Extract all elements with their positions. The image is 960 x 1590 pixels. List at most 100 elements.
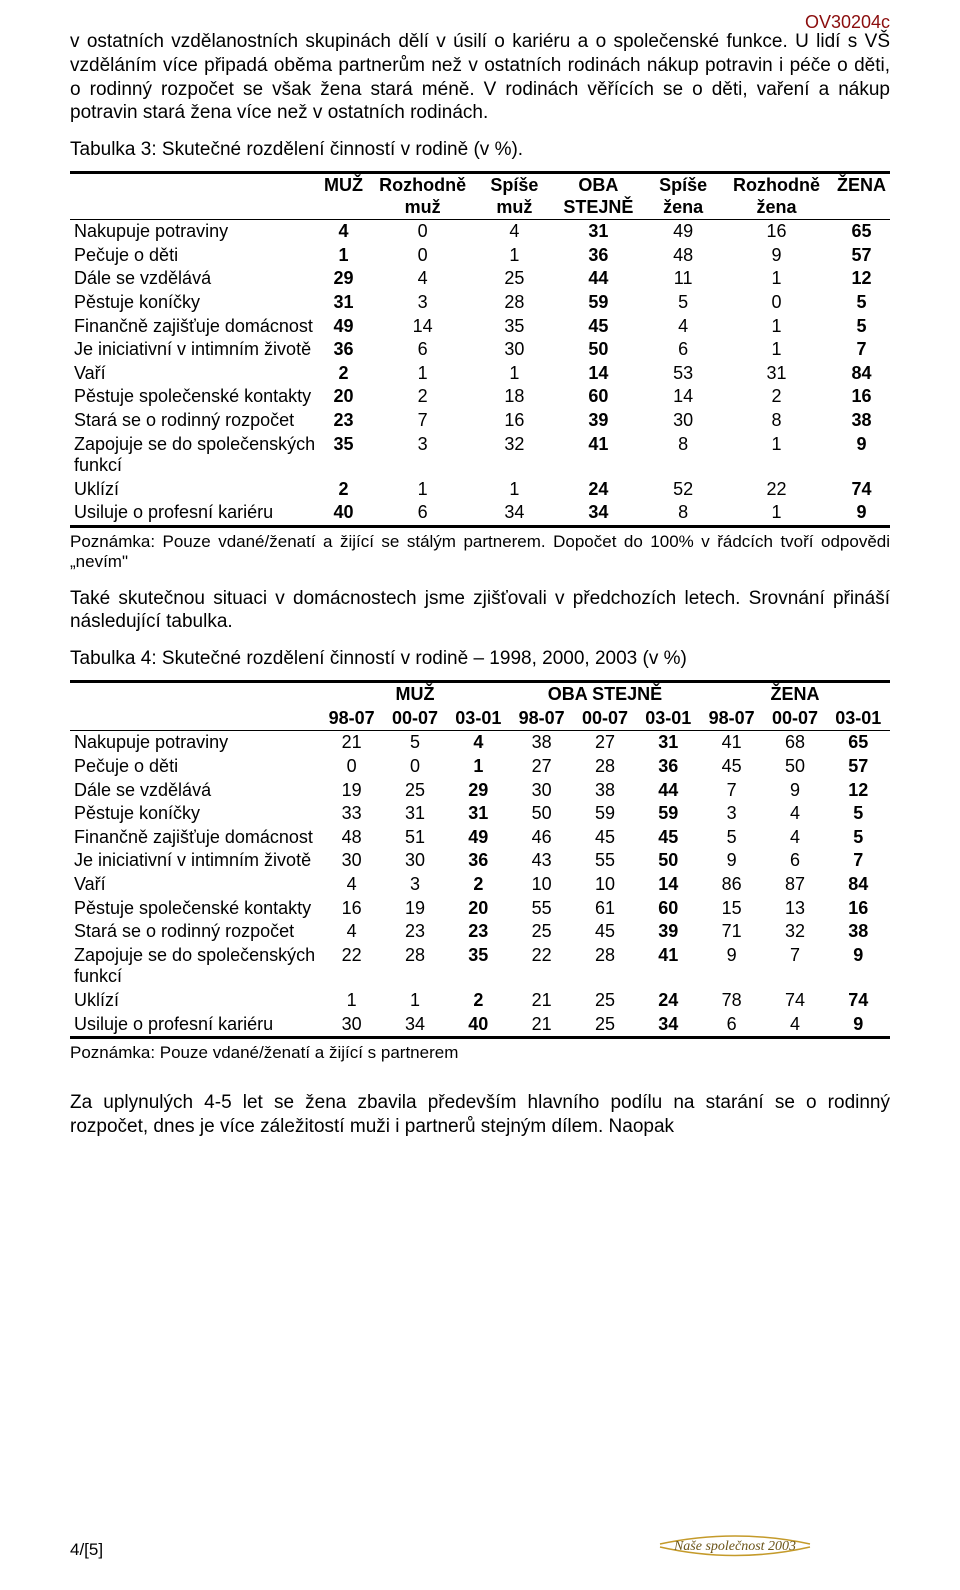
cell: 9 (827, 1013, 890, 1038)
row-label: Uklízí (70, 989, 320, 1013)
cell: 1 (478, 478, 550, 502)
cell: 18 (478, 385, 550, 409)
cell: 25 (573, 1013, 636, 1038)
table-row: Finančně zajišťuje domácnost485149464545… (70, 826, 890, 850)
cell: 21 (320, 731, 383, 755)
table-row: Dále se vzdělává294254411112 (70, 267, 890, 291)
cell: 5 (833, 315, 890, 339)
cell: 1 (447, 755, 510, 779)
row-label: Usiluje o profesní kariéru (70, 501, 320, 526)
cell: 84 (827, 873, 890, 897)
cell: 8 (720, 409, 833, 433)
cell: 3 (383, 873, 446, 897)
cell: 1 (320, 244, 367, 268)
cell: 2 (320, 478, 367, 502)
t3-h-muz: MUŽ (320, 173, 367, 220)
cell: 38 (573, 779, 636, 803)
cell: 11 (646, 267, 720, 291)
cell: 36 (551, 244, 647, 268)
cell: 5 (833, 291, 890, 315)
cell: 38 (833, 409, 890, 433)
cell: 5 (700, 826, 763, 850)
cell: 4 (320, 873, 383, 897)
cell: 86 (700, 873, 763, 897)
cell: 48 (320, 826, 383, 850)
table-row: Pěstuje koníčky333131505959345 (70, 802, 890, 826)
cell: 1 (720, 501, 833, 526)
footer-logo: Naše společnost 2003 (640, 1530, 820, 1566)
cell: 4 (763, 802, 826, 826)
t3-h-zena: ŽENA (833, 173, 890, 220)
cell: 0 (367, 244, 478, 268)
cell: 13 (763, 897, 826, 921)
row-label: Vaří (70, 873, 320, 897)
t3-h-rozh-muz: Rozhodně muž (367, 173, 478, 220)
t3-h-oba: OBA STEJNĚ (551, 173, 647, 220)
cell: 78 (700, 989, 763, 1013)
cell: 28 (383, 944, 446, 989)
cell: 1 (478, 244, 550, 268)
cell: 35 (447, 944, 510, 989)
cell: 31 (383, 802, 446, 826)
table-row: Vaří432101014868784 (70, 873, 890, 897)
cell: 87 (763, 873, 826, 897)
table-row: Stará se o rodinný rozpočet4232325453971… (70, 920, 890, 944)
cell: 36 (320, 338, 367, 362)
table-row: Pěstuje společenské kontakty202186014216 (70, 385, 890, 409)
cell: 7 (367, 409, 478, 433)
cell: 4 (763, 826, 826, 850)
cell: 5 (383, 731, 446, 755)
cell: 34 (551, 501, 647, 526)
table-row: Pěstuje koníčky3132859505 (70, 291, 890, 315)
cell: 15 (700, 897, 763, 921)
row-label: Nakupuje potraviny (70, 220, 320, 244)
cell: 10 (573, 873, 636, 897)
row-label: Pěstuje koníčky (70, 802, 320, 826)
cell: 25 (478, 267, 550, 291)
cell: 0 (720, 291, 833, 315)
row-label: Finančně zajišťuje domácnost (70, 826, 320, 850)
cell: 59 (551, 291, 647, 315)
table4-header-row2: 98-07 00-07 03-01 98-07 00-07 03-01 98-0… (70, 707, 890, 731)
cell: 9 (763, 779, 826, 803)
cell: 4 (646, 315, 720, 339)
cell: 34 (637, 1013, 700, 1038)
cell: 21 (510, 1013, 573, 1038)
cell: 9 (700, 944, 763, 989)
cell: 1 (720, 433, 833, 478)
row-label: Pěstuje společenské kontakty (70, 897, 320, 921)
cell: 3 (367, 433, 478, 478)
row-label: Pečuje o děti (70, 244, 320, 268)
cell: 22 (720, 478, 833, 502)
cell: 7 (833, 338, 890, 362)
t4-h-zena: ŽENA (700, 682, 890, 707)
t4-y1c: 98-07 (700, 707, 763, 731)
cell: 28 (478, 291, 550, 315)
t4-y3b: 03-01 (637, 707, 700, 731)
cell: 27 (573, 731, 636, 755)
cell: 61 (573, 897, 636, 921)
cell: 40 (320, 501, 367, 526)
cell: 12 (833, 267, 890, 291)
cell: 49 (320, 315, 367, 339)
row-label: Stará se o rodinný rozpočet (70, 409, 320, 433)
table3: MUŽ Rozhodně muž Spíše muž OBA STEJNĚ Sp… (70, 171, 890, 528)
table-row: Stará se o rodinný rozpočet237163930838 (70, 409, 890, 433)
cell: 1 (478, 362, 550, 386)
cell: 60 (637, 897, 700, 921)
cell: 32 (763, 920, 826, 944)
cell: 19 (383, 897, 446, 921)
cell: 45 (551, 315, 647, 339)
cell: 52 (646, 478, 720, 502)
cell: 53 (646, 362, 720, 386)
cell: 48 (646, 244, 720, 268)
cell: 46 (510, 826, 573, 850)
row-label: Dále se vzdělává (70, 779, 320, 803)
cell: 30 (383, 849, 446, 873)
row-label: Nakupuje potraviny (70, 731, 320, 755)
cell: 25 (510, 920, 573, 944)
cell: 45 (573, 920, 636, 944)
row-label: Stará se o rodinný rozpočet (70, 920, 320, 944)
cell: 30 (320, 849, 383, 873)
table-row: Nakupuje potraviny40431491665 (70, 220, 890, 244)
